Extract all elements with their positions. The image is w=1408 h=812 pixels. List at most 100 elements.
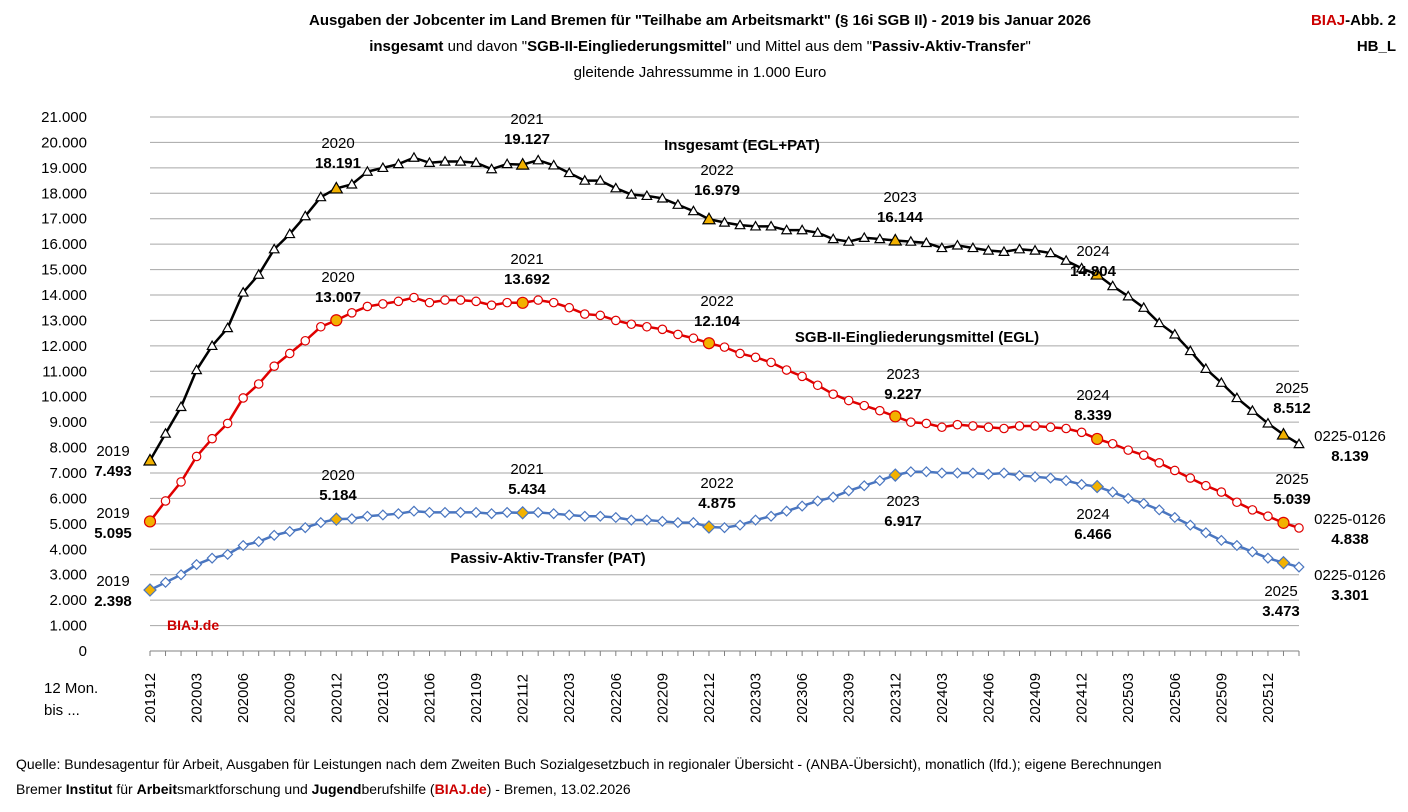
data-point (268, 243, 281, 254)
annotation-value: 3.301 (1331, 587, 1369, 604)
data-point (1060, 254, 1072, 265)
x-tick-label: 202009 (282, 673, 299, 723)
data-point (1276, 427, 1291, 440)
data-point (578, 174, 591, 185)
data-point (642, 321, 652, 332)
x-tick-label: 202403 (934, 673, 951, 723)
data-point (221, 322, 234, 333)
data-point (1169, 511, 1181, 524)
x-tick-label: 202512 (1260, 673, 1277, 723)
data-point (516, 296, 529, 309)
data-point (780, 505, 793, 517)
data-point (454, 155, 467, 166)
data-point (1044, 247, 1057, 258)
annotation-year: 0225-0126 (1314, 511, 1386, 528)
x-tick-label: 202206 (608, 673, 625, 723)
data-point (766, 357, 776, 368)
annotation-year: 2021 (510, 461, 543, 478)
data-point (471, 296, 481, 307)
data-point (1122, 290, 1135, 301)
data-point (563, 166, 576, 178)
data-point (1277, 516, 1290, 529)
y-tick-label: 0 (79, 643, 87, 660)
biaj-watermark: BIAJ.de (167, 617, 219, 633)
data-point (160, 496, 171, 506)
x-tick-label: 202412 (1074, 673, 1091, 723)
data-point (906, 417, 916, 427)
annotation-value: 2.398 (94, 593, 132, 610)
data-point (858, 480, 870, 492)
x-tick-label: 202409 (1027, 673, 1044, 723)
data-point (843, 485, 855, 497)
annotation-year: 2022 (700, 475, 733, 492)
annotation-value: 6.466 (1074, 526, 1112, 543)
data-point (392, 508, 405, 520)
x-tick-label: 202109 (468, 673, 485, 723)
data-point (1060, 474, 1072, 487)
data-point (656, 192, 669, 203)
data-point (1215, 534, 1228, 547)
annotation-value: 19.127 (504, 131, 550, 148)
data-point (1138, 450, 1149, 460)
data-point (142, 453, 158, 466)
data-point (1262, 552, 1274, 564)
data-point (347, 307, 357, 318)
data-point (330, 314, 343, 327)
data-point (548, 508, 560, 520)
y-tick-label: 20.000 (41, 134, 87, 151)
data-point (532, 154, 545, 165)
data-point (796, 500, 808, 512)
data-point (361, 510, 374, 522)
data-point (701, 212, 717, 225)
data-point (440, 295, 450, 305)
source-line-1: Quelle: Bundesagentur für Arbeit, Ausgab… (16, 756, 1162, 772)
data-point (470, 156, 482, 167)
x-tick-label: 202006 (235, 673, 252, 723)
data-point (1201, 480, 1211, 491)
data-point (1075, 478, 1088, 491)
figure-badge: BIAJ-Abb. 2 HB_L (1310, 12, 1396, 55)
data-point (284, 348, 295, 359)
data-point (656, 515, 669, 527)
data-point (859, 400, 870, 411)
x-tick-label: 202003 (189, 673, 206, 723)
data-point (673, 329, 683, 340)
data-point (515, 157, 530, 170)
data-point (1090, 479, 1104, 494)
source-line-2: Bremer Institut für Arbeitsmarktforschun… (16, 781, 631, 797)
data-point (1106, 280, 1119, 291)
annotation-value: 5.434 (508, 481, 546, 498)
data-point (983, 422, 994, 433)
data-point (1044, 472, 1057, 484)
data-point (641, 189, 653, 201)
data-point (1293, 561, 1305, 573)
data-point (812, 380, 823, 391)
data-point (672, 198, 684, 209)
data-point (314, 191, 327, 202)
data-point (888, 233, 903, 246)
annotation-value: 9.227 (884, 386, 922, 403)
data-point (1215, 376, 1228, 387)
data-point (1029, 244, 1041, 255)
data-point (392, 158, 405, 169)
data-point (454, 506, 467, 519)
annotation-value: 8.512 (1273, 400, 1311, 417)
data-point (143, 515, 157, 528)
data-point (687, 205, 700, 216)
annotation-value: 3.473 (1262, 603, 1300, 620)
data-point (796, 224, 808, 235)
data-point (749, 220, 762, 231)
data-point (1247, 505, 1258, 515)
x-tick-label: 201912 (142, 673, 159, 723)
annotation-year: 2024 (1076, 387, 1109, 404)
x-tick-label: 202212 (701, 673, 718, 723)
data-point (888, 468, 903, 482)
annotation-value: 8.339 (1074, 407, 1112, 424)
annotation-value: 13.007 (315, 289, 361, 306)
annotation-year: 2022 (700, 162, 733, 179)
data-point (750, 352, 761, 363)
data-point (502, 297, 512, 308)
y-tick-label: 8.000 (49, 440, 87, 457)
data-point (237, 539, 249, 552)
data-point (1168, 328, 1181, 339)
